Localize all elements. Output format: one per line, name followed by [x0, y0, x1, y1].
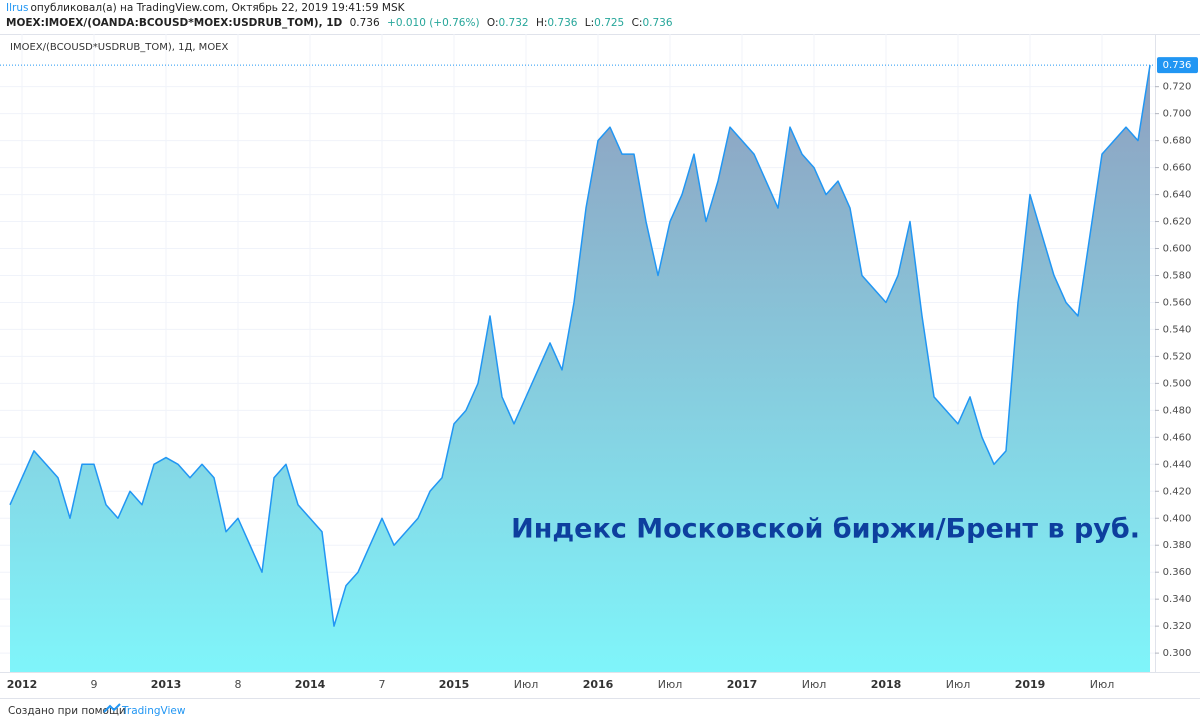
high-label: H: [535, 17, 548, 29]
x-tick-label: 2018 [871, 678, 902, 691]
footer-text: Создано при помощи [8, 705, 126, 717]
published: опубликовал(а) на TradingView.com, Октяб… [30, 2, 405, 14]
open-label: O: [486, 17, 499, 29]
y-tick-label: 0.360 [1163, 567, 1192, 578]
close: 0.736 [642, 17, 673, 29]
x-tick-label: 7 [379, 678, 386, 691]
y-tick-label: 0.380 [1163, 540, 1192, 551]
y-tick-label: 0.560 [1163, 297, 1192, 308]
close-label: C: [631, 17, 643, 29]
x-tick-label: 2015 [439, 678, 470, 691]
high: 0.736 [547, 17, 578, 29]
footer-separator [0, 698, 1200, 699]
y-tick-label: 0.520 [1163, 351, 1192, 362]
y-tick-label: 0.500 [1163, 378, 1192, 389]
header-separator [0, 34, 1200, 35]
open: 0.732 [498, 17, 529, 29]
x-tick-label: 8 [235, 678, 242, 691]
grid [0, 34, 1155, 672]
y-tick-label: 0.420 [1163, 486, 1192, 497]
y-tick-label: 0.620 [1163, 217, 1192, 228]
y-tick-label: 0.580 [1163, 270, 1192, 281]
y-tick-label: 0.660 [1163, 163, 1192, 174]
y-tick-label: 0.400 [1163, 513, 1192, 524]
y-tick-label: 0.460 [1163, 432, 1192, 443]
area-fill [10, 65, 1150, 672]
plot [0, 64, 1155, 672]
symbol-line: MOEX:IMOEX/(OANDA:BCOUSD*MOEX:USDRUB_TOM… [6, 17, 677, 29]
x-tick-label: Июл [802, 678, 827, 691]
x-tick-label: 2014 [295, 678, 326, 691]
line [9, 64, 1151, 627]
x-tick-label: 2017 [727, 678, 758, 691]
y-tick-label: 0.540 [1163, 324, 1192, 335]
y-tick-label: 0.640 [1163, 190, 1192, 201]
change: +0.010 (+0.76%) [387, 17, 480, 29]
x-tick-label: 2012 [7, 678, 38, 691]
y-tick-label: 0.300 [1163, 648, 1192, 659]
x-tick-label: Июл [514, 678, 539, 691]
y-tick-label: 0.600 [1163, 244, 1192, 255]
symbol: MOEX:IMOEX/(OANDA:BCOUSD*MOEX:USDRUB_TOM… [6, 17, 343, 29]
y-tick-label: 0.320 [1163, 621, 1192, 632]
low-label: L: [584, 17, 595, 29]
y-tick-label: 0.440 [1163, 459, 1192, 470]
x-tick-label: Июл [1090, 678, 1115, 691]
x-tick-label: 2013 [151, 678, 182, 691]
footer-logo [103, 703, 121, 713]
footer-brand[interactable]: TradingView [121, 705, 186, 717]
legend: IMOEX/(BCOUSD*USDRUB_TOM), 1Д, MOEX [10, 42, 229, 53]
last-price-label: 0.736 [1163, 60, 1192, 71]
y-tick-label: 0.480 [1163, 405, 1192, 416]
y-tick-label: 0.720 [1163, 82, 1192, 93]
y-tick-label: 0.340 [1163, 594, 1192, 605]
x-tick-label: Июл [946, 678, 971, 691]
time-axis-border [0, 672, 1200, 673]
publish-line: Ilrus опубликовал(а) на TradingView.com, … [6, 2, 409, 14]
price-axis-border [1155, 34, 1156, 672]
x-tick-label: 2016 [583, 678, 614, 691]
x-tick-label: Июл [658, 678, 683, 691]
x-tick-label: 9 [91, 678, 98, 691]
annotation: Индекс Московской биржи/Брент в руб. [511, 514, 1140, 545]
author[interactable]: Ilrus [6, 2, 29, 14]
y-tick-label: 0.700 [1163, 109, 1192, 120]
y-tick-label: 0.680 [1163, 136, 1192, 147]
low: 0.725 [594, 17, 625, 29]
last: 0.736 [349, 17, 380, 29]
last-price-badge [1157, 57, 1198, 74]
x-tick-label: 2019 [1015, 678, 1046, 691]
